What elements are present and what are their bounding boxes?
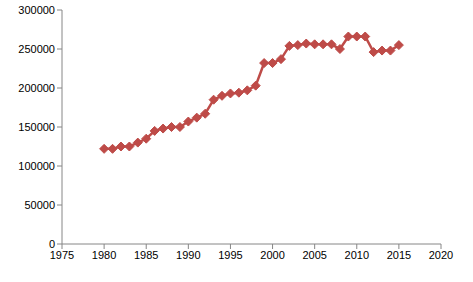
- svg-text:200000: 200000: [18, 82, 55, 94]
- svg-text:2005: 2005: [302, 249, 326, 261]
- svg-text:2020: 2020: [429, 249, 453, 261]
- svg-text:300000: 300000: [18, 4, 55, 16]
- svg-text:150000: 150000: [18, 121, 55, 133]
- svg-text:1975: 1975: [50, 249, 74, 261]
- svg-text:1980: 1980: [92, 249, 116, 261]
- svg-text:250000: 250000: [18, 43, 55, 55]
- svg-text:0: 0: [49, 238, 55, 250]
- svg-text:100000: 100000: [18, 160, 55, 172]
- svg-text:2015: 2015: [387, 249, 411, 261]
- svg-text:50000: 50000: [24, 199, 55, 211]
- svg-text:2000: 2000: [260, 249, 284, 261]
- svg-text:2010: 2010: [345, 249, 369, 261]
- svg-text:1995: 1995: [218, 249, 242, 261]
- svg-text:1985: 1985: [134, 249, 158, 261]
- svg-text:1990: 1990: [176, 249, 200, 261]
